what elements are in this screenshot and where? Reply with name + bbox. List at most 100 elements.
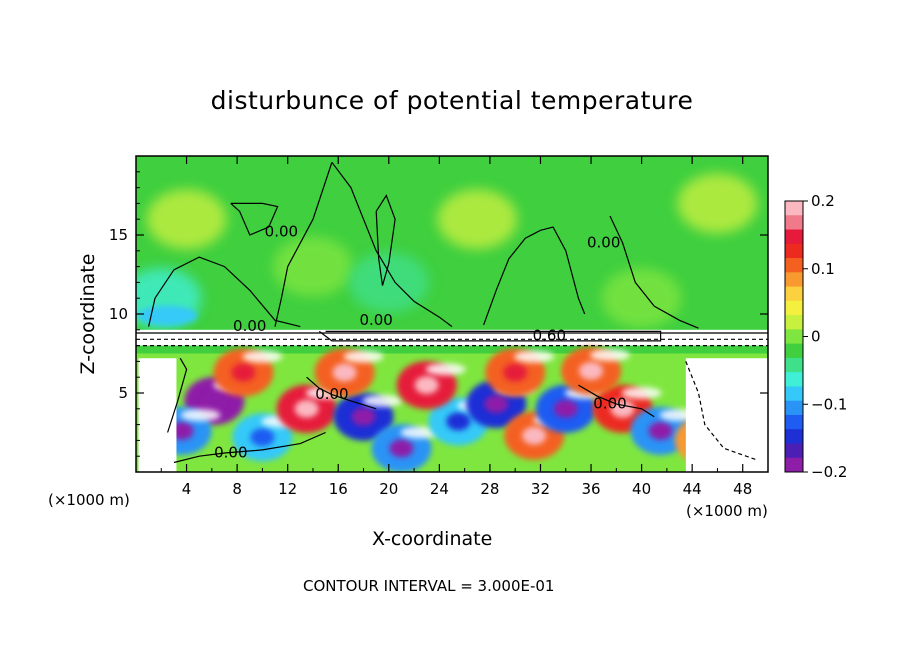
field-layer [136, 156, 768, 472]
contour-upper-2 [274, 162, 333, 327]
y-tick-label-10: 10 [109, 305, 128, 323]
eddy-core-6 [446, 412, 471, 431]
y-tick-label-5: 5 [118, 384, 128, 402]
contour-upper-4 [483, 226, 586, 326]
eddy-rim-14 [343, 350, 384, 363]
contour-060-box [318, 330, 662, 342]
x-tick-label-20: 20 [379, 480, 398, 498]
colorbar-tick-label: −0.1 [811, 395, 847, 413]
colorbar-swatch-15 [785, 414, 803, 430]
chart-title: disturbunce of potential temperature [210, 86, 694, 115]
contour-upper-3 [331, 161, 453, 328]
colorbar-swatch-9 [785, 329, 803, 345]
x-tick-label-4: 4 [182, 480, 192, 498]
colorbar-swatch-4 [785, 258, 803, 273]
x-tick-label-16: 16 [329, 480, 348, 498]
eddy-core-7 [484, 395, 509, 414]
white-region-left [138, 358, 177, 472]
contour-lower-3 [685, 361, 756, 460]
eddy-rim-16 [242, 350, 283, 363]
contour-lower-2 [167, 357, 188, 433]
eddy-core-13 [414, 376, 439, 395]
colorbar-swatch-18 [785, 457, 803, 473]
eddy-core-3 [294, 399, 319, 418]
contour-label-2: 0.00 [359, 311, 392, 329]
contour-upper-6 [375, 194, 396, 286]
x-tick-label-8: 8 [232, 480, 242, 498]
x-tick-label-12: 12 [278, 480, 297, 498]
contour-interval-note: CONTOUR INTERVAL = 3.000E-01 [303, 577, 555, 595]
contour-layer: 0.00 0.00 0.00 0.00 0.60 0.00 0.00 0.00 [136, 161, 768, 464]
colorbar-swatch-5 [785, 272, 803, 288]
contour-upper-1 [148, 256, 301, 328]
contour-label-6: 0.00 [593, 395, 626, 413]
inversion-band [136, 329, 768, 346]
x-tick-label-24: 24 [430, 480, 449, 498]
eddy-core-17 [579, 361, 604, 380]
eddy-core-14 [332, 363, 357, 382]
white-region-right [685, 358, 768, 472]
colorbar-swatch-13 [785, 386, 803, 402]
contour-lower-1 [173, 431, 326, 464]
x-tick-label-28: 28 [480, 480, 499, 498]
colorbar-swatch-8 [785, 315, 803, 330]
eddy-rim-4 [362, 394, 403, 407]
contour-label-1: 0.00 [265, 222, 298, 240]
eddy-rim-13 [425, 363, 466, 376]
eddy-core-0 [202, 391, 227, 410]
colorbar-swatch-2 [785, 229, 803, 245]
eddy-core-8 [522, 426, 547, 445]
x-axis-label: X-coordinate [372, 528, 493, 550]
colorbar-swatch-17 [785, 443, 803, 459]
x-tick-label-48: 48 [733, 480, 752, 498]
contour-label-7: 0.00 [214, 444, 247, 462]
contour-upper-5 [609, 215, 699, 329]
upper-patch [437, 189, 518, 250]
eddy-core-4 [351, 407, 376, 426]
x-tick-label-32: 32 [531, 480, 550, 498]
contour-label-0: 0.00 [233, 317, 266, 335]
contour-label-5: 0.00 [315, 385, 348, 403]
contour-label-4: 0.60 [533, 327, 566, 345]
contour-lower-4 [578, 384, 655, 418]
eddy-core-5 [389, 439, 414, 458]
x-unit-label-right: (×1000 m) [686, 502, 768, 520]
eddy-rim-17 [590, 349, 630, 362]
contour-upper-7 [230, 202, 279, 236]
colorbar-tick-label: −0.2 [811, 463, 847, 481]
colorbar-tick-label: 0 [811, 328, 821, 346]
colorbar-swatch-12 [785, 372, 803, 387]
eddy-core-15 [503, 363, 528, 382]
colorbar-swatch-16 [785, 429, 803, 444]
colorbar-swatch-6 [785, 286, 803, 302]
x-tick-label-40: 40 [632, 480, 651, 498]
upper-patch [146, 189, 227, 250]
cold-spot [137, 305, 198, 326]
x-unit-label-left: (×1000 m) [48, 491, 130, 509]
eddy-rim-10 [621, 387, 662, 399]
x-tick-label-44: 44 [683, 480, 702, 498]
colorbar-swatch-10 [785, 343, 803, 359]
eddy-core-16 [231, 363, 256, 382]
upper-patch [677, 173, 758, 234]
x-tick-label-36: 36 [581, 480, 600, 498]
colorbar-swatch-7 [785, 300, 803, 316]
eddy-core-2 [250, 428, 275, 447]
upper-patch [348, 252, 429, 313]
colorbar: 0.2 0.1 0 −0.1 −0.2 [784, 192, 847, 481]
colorbar-swatch-0 [785, 201, 803, 216]
upper-patch [272, 236, 353, 297]
colorbar-swatch-3 [785, 243, 803, 259]
colorbar-tick-label: 0.1 [811, 260, 835, 278]
eddy-core-11 [648, 421, 673, 440]
contour-lower-5 [306, 376, 377, 410]
colorbar-swatch-11 [785, 357, 803, 373]
eddy-rim-15 [514, 350, 555, 363]
colorbar-swatch-1 [785, 215, 803, 231]
contour-label-3: 0.00 [587, 233, 620, 251]
eddy-core-9 [553, 399, 578, 418]
colorbar-tick-label: 0.2 [811, 192, 835, 210]
y-tick-label-15: 15 [109, 226, 128, 244]
